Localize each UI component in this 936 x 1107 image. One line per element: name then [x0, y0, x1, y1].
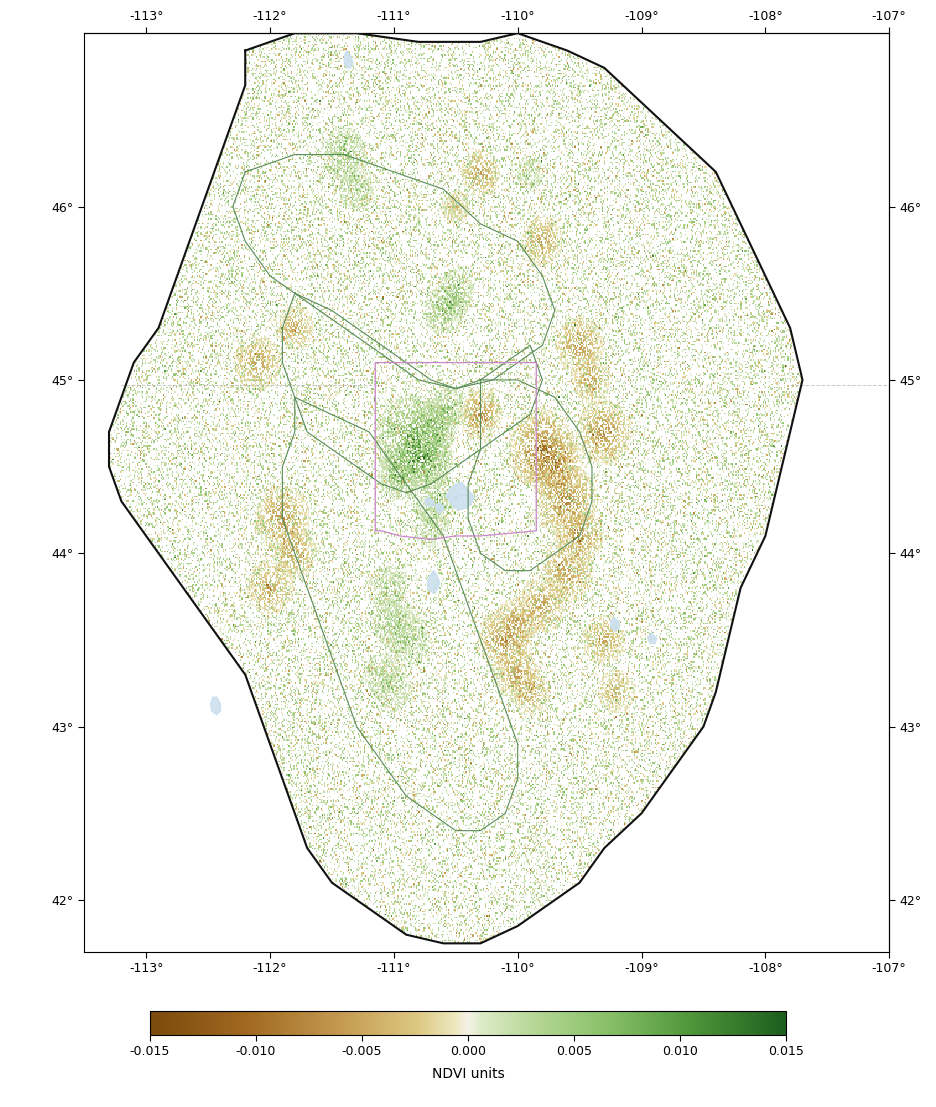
Polygon shape: [211, 697, 221, 714]
Polygon shape: [610, 618, 620, 631]
Text: NDVI units: NDVI units: [431, 1067, 505, 1080]
Polygon shape: [436, 503, 444, 514]
Polygon shape: [648, 633, 656, 643]
Polygon shape: [427, 570, 440, 593]
Polygon shape: [446, 483, 475, 510]
Polygon shape: [344, 51, 353, 68]
Polygon shape: [425, 498, 434, 507]
